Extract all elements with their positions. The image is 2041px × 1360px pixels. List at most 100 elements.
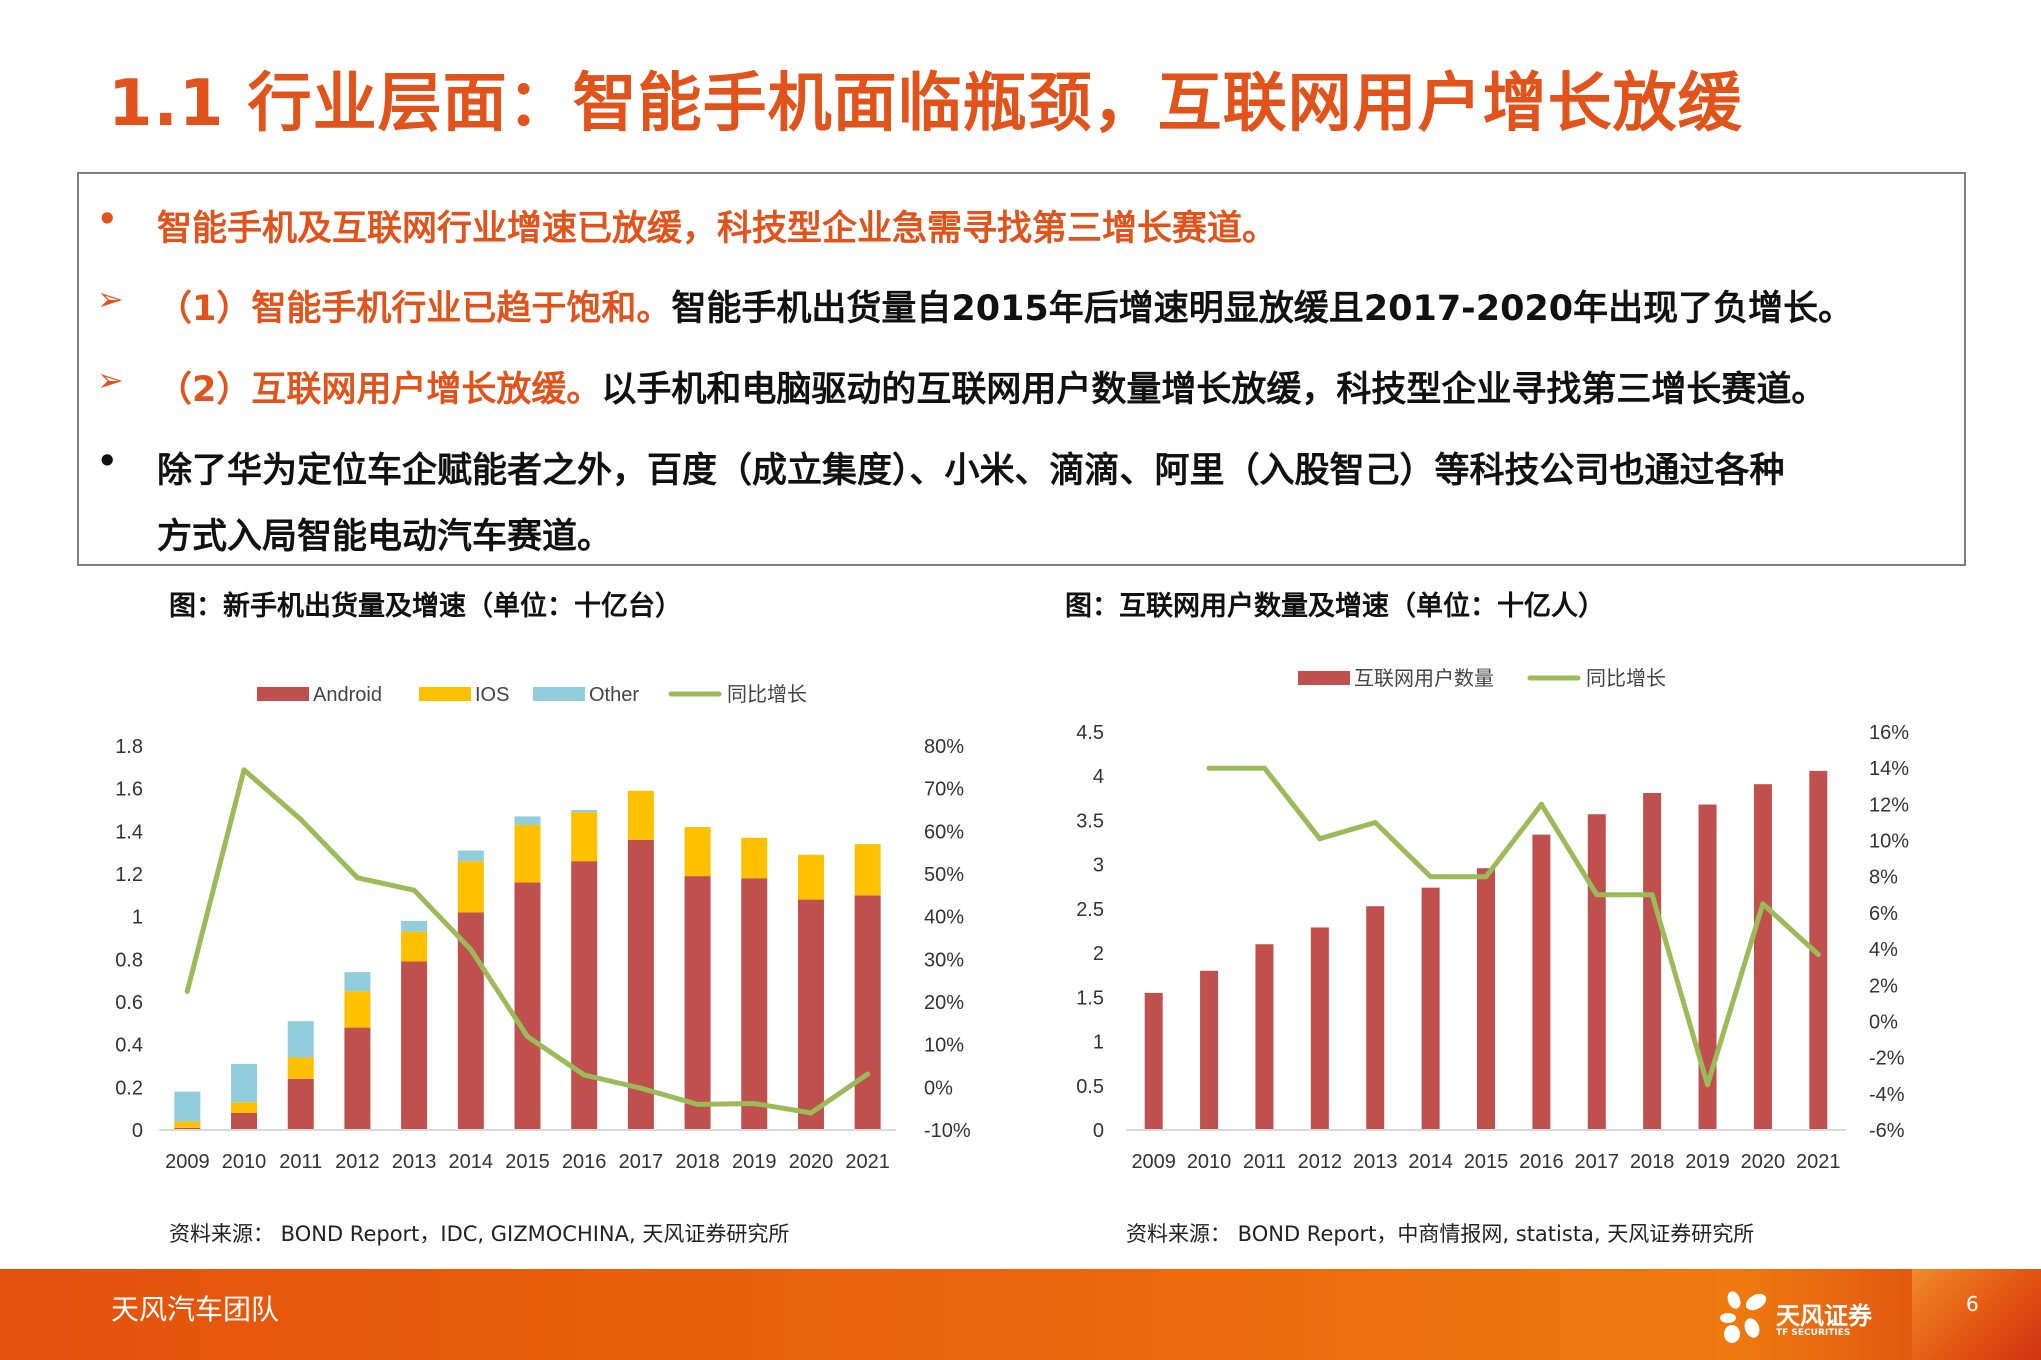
- x-tick-label: 2013: [392, 1151, 437, 1173]
- y2-tick-label: 40%: [924, 907, 964, 929]
- bar-android: [741, 878, 768, 1130]
- bar-other: [231, 1063, 258, 1103]
- y2-tick-label: 60%: [924, 821, 964, 843]
- x-tick-label: 2017: [1575, 1151, 1620, 1173]
- bar-互联网用户数量: [1144, 992, 1163, 1130]
- bar-互联网用户数量: [1698, 804, 1717, 1130]
- growth-point: [1705, 1082, 1711, 1088]
- y2-tick-label: 30%: [924, 949, 964, 971]
- x-tick-label: 2013: [1353, 1151, 1398, 1173]
- x-tick-label: 2012: [335, 1151, 380, 1173]
- x-tick-label: 2021: [1796, 1151, 1841, 1173]
- growth-point: [1760, 901, 1766, 907]
- bar-互联网用户数量: [1310, 927, 1329, 1130]
- bar-互联网用户数量: [1532, 834, 1551, 1130]
- growth-line: [1206, 765, 1821, 1088]
- x-tick-label: 2014: [449, 1151, 494, 1173]
- y2-tick-label: 16%: [1869, 722, 1909, 744]
- growth-point: [581, 1072, 587, 1078]
- y2-tick-label: 8%: [1869, 867, 1898, 889]
- bullet-highlight: （1）智能手机行业已趋于饱和。: [157, 289, 672, 329]
- bar-ios: [854, 844, 881, 896]
- legend-label: 同比增长: [1586, 667, 1666, 690]
- x-tick-label: 2018: [675, 1151, 720, 1173]
- growth-point: [808, 1110, 814, 1116]
- bar-互联网用户数量: [1643, 793, 1662, 1130]
- bar-android: [571, 861, 598, 1130]
- bar-互联网用户数量: [1809, 770, 1828, 1130]
- growth-point: [298, 816, 304, 822]
- bar-互联网用户数量: [1753, 784, 1772, 1130]
- growth-point: [1483, 874, 1489, 880]
- y-tick-label: 1.2: [115, 864, 143, 886]
- y-tick-label: 1.6: [115, 779, 143, 801]
- legend-label: Other: [589, 684, 639, 706]
- legend-label: IOS: [475, 684, 509, 706]
- legend-swatch: [1298, 671, 1350, 685]
- x-tick-label: 2019: [732, 1151, 777, 1173]
- growth-point: [1317, 836, 1323, 842]
- bar-ios: [741, 837, 768, 879]
- y2-tick-label: 6%: [1869, 903, 1898, 925]
- y-tick-label: 3: [1093, 855, 1104, 877]
- x-tick-label: 2009: [1131, 1151, 1176, 1173]
- growth-point: [1538, 801, 1544, 807]
- bar-ios: [231, 1102, 258, 1113]
- y-tick-label: 2: [1093, 943, 1104, 965]
- bar-ios: [684, 827, 711, 877]
- legend-swatch: [533, 687, 585, 701]
- growth-point: [1372, 819, 1378, 825]
- y-tick-label: 1.5: [1076, 987, 1104, 1009]
- y2-tick-label: -2%: [1869, 1048, 1905, 1070]
- y-tick-label: 1.4: [115, 821, 143, 843]
- bar-android: [514, 882, 541, 1130]
- bullet-dot: •: [97, 200, 118, 238]
- growth-point: [184, 988, 190, 994]
- x-tick-label: 2011: [1243, 1151, 1286, 1173]
- y2-tick-label: 80%: [924, 736, 964, 758]
- chart-caption-left: 图：新手机出货量及增速（单位：十亿台）: [169, 591, 682, 622]
- y2-tick-label: -10%: [924, 1120, 971, 1142]
- growth-point: [354, 875, 360, 881]
- bar-android: [797, 899, 824, 1130]
- y2-tick-label: 50%: [924, 864, 964, 886]
- y-tick-label: 1.8: [115, 736, 143, 758]
- y-tick-label: 4.5: [1076, 722, 1104, 744]
- y2-tick-label: 14%: [1869, 758, 1909, 780]
- y-tick-label: 3.5: [1076, 810, 1104, 832]
- x-tick-label: 2020: [1741, 1151, 1786, 1173]
- growth-point: [865, 1071, 871, 1077]
- bar-ios: [174, 1121, 201, 1128]
- bar-ios: [344, 991, 371, 1028]
- bar-互联网用户数量: [1200, 970, 1219, 1130]
- bar-android: [287, 1078, 314, 1130]
- y-tick-label: 0.2: [115, 1077, 143, 1099]
- bar-互联网用户数量: [1587, 814, 1606, 1130]
- bar-ios: [571, 812, 598, 862]
- y-tick-label: 1: [1093, 1032, 1104, 1054]
- y-tick-label: 0.5: [1076, 1076, 1104, 1098]
- x-tick-label: 2020: [789, 1151, 834, 1173]
- y-tick-label: 0: [1093, 1120, 1104, 1142]
- y-tick-label: 0: [132, 1120, 143, 1142]
- legend-swatch: [419, 687, 471, 701]
- x-tick-label: 2018: [1630, 1151, 1675, 1173]
- bar-android: [627, 839, 654, 1130]
- y-tick-label: 0.4: [115, 1035, 143, 1057]
- page-title: 1.1 行业层面：智能手机面临瓶颈，互联网用户增长放缓: [108, 67, 1743, 141]
- legend-label: 互联网用户数量: [1354, 667, 1494, 690]
- growth-point: [1815, 952, 1821, 958]
- x-tick-label: 2011: [279, 1151, 322, 1173]
- footer-decoration: [1912, 1269, 2041, 1360]
- footer-bar: [0, 1269, 2041, 1360]
- x-tick-label: 2009: [165, 1151, 210, 1173]
- bullet-text: 除了华为定位车企赋能者之外，百度（成立集度）、小米、滴滴、阿里（入股智己）等科技…: [157, 451, 1785, 491]
- x-tick-label: 2012: [1298, 1151, 1343, 1173]
- page-number: 6: [1966, 1292, 1979, 1316]
- y-tick-label: 0.6: [115, 992, 143, 1014]
- y-tick-label: 0.8: [115, 949, 143, 971]
- flower-logo-icon: [1720, 1291, 1767, 1343]
- growth-point: [411, 887, 417, 893]
- bar-ios: [457, 861, 484, 913]
